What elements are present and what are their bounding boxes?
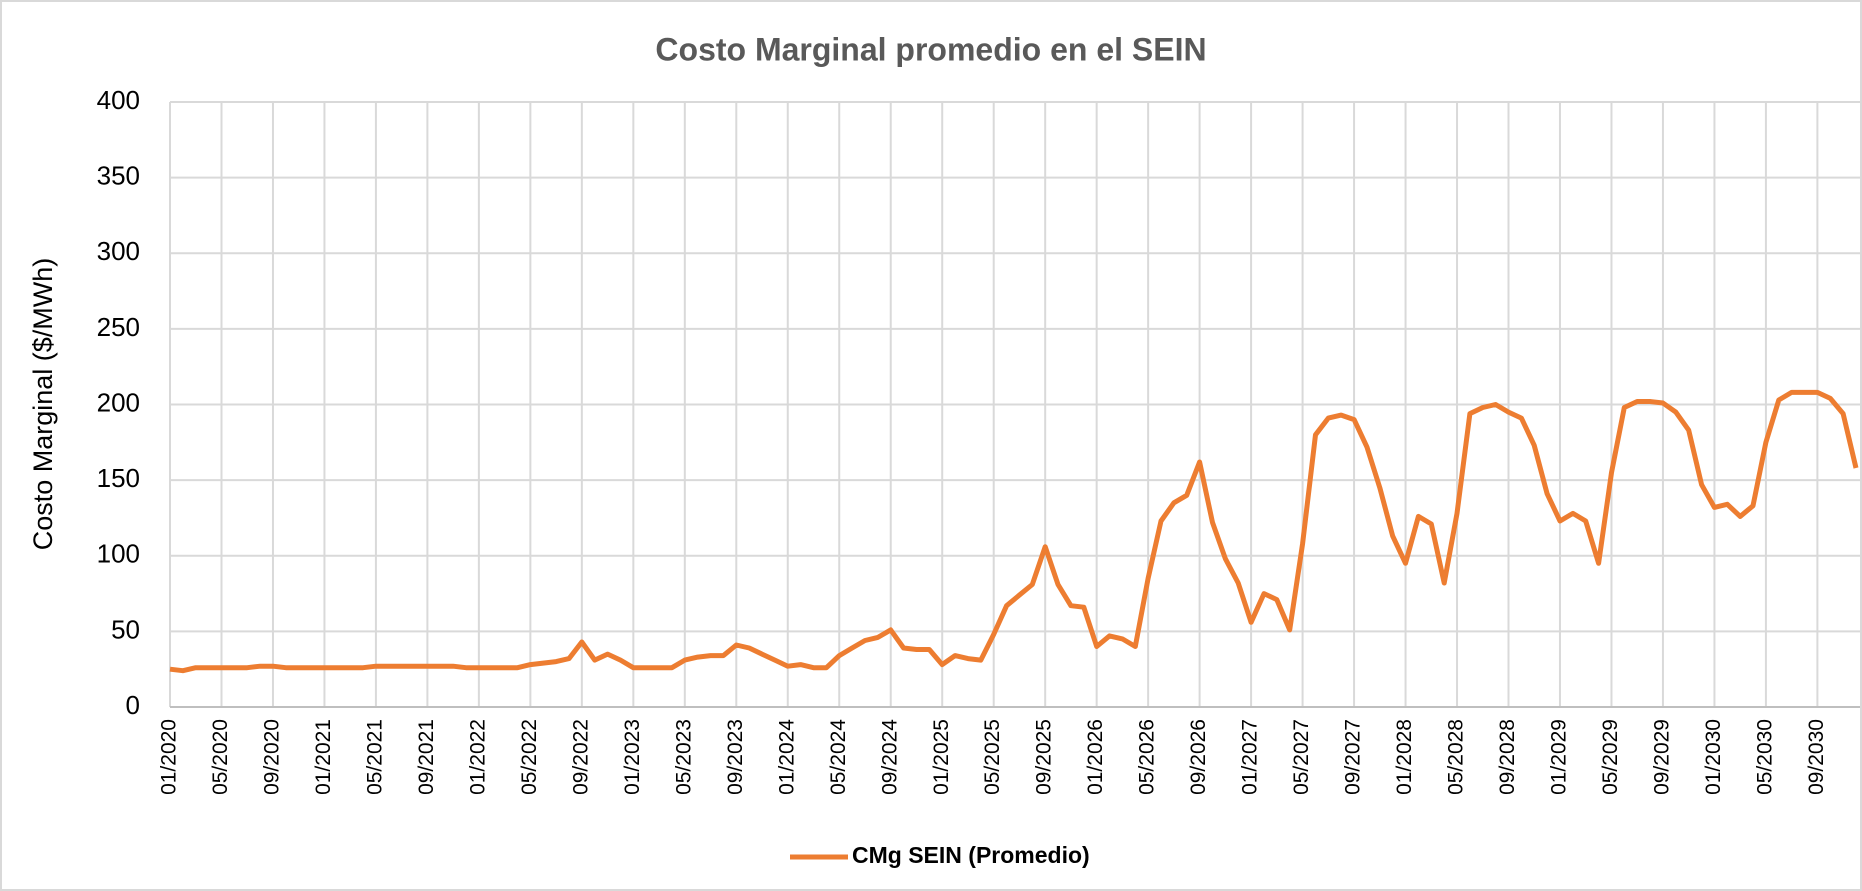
legend-label: CMg SEIN (Promedio) xyxy=(852,842,1090,868)
x-tick-label: 09/2027 xyxy=(1342,719,1365,795)
y-tick-label: 250 xyxy=(97,312,140,342)
y-tick-label: 100 xyxy=(97,539,140,569)
x-tick-label: 01/2027 xyxy=(1239,719,1262,795)
x-tick-label: 09/2025 xyxy=(1033,719,1056,795)
y-tick-label: 300 xyxy=(97,236,140,266)
x-tick-label: 09/2030 xyxy=(1805,719,1828,795)
x-tick-label: 01/2030 xyxy=(1702,719,1725,795)
y-tick-label: 200 xyxy=(97,387,140,417)
x-tick-label: 01/2026 xyxy=(1084,719,1107,795)
x-tick-label: 01/2025 xyxy=(930,719,953,795)
x-tick-label: 05/2021 xyxy=(363,719,386,795)
x-tick-label: 09/2024 xyxy=(878,719,901,795)
x-tick-label: 09/2028 xyxy=(1496,719,1519,795)
chart-title: Costo Marginal promedio en el SEIN xyxy=(655,31,1206,67)
x-tick-label: 05/2025 xyxy=(981,719,1004,795)
x-tick-label: 05/2030 xyxy=(1753,719,1776,795)
y-tick-label: 350 xyxy=(97,161,140,191)
x-tick-label: 01/2029 xyxy=(1548,719,1571,795)
y-tick-label: 400 xyxy=(97,85,140,115)
x-tick-label: 05/2024 xyxy=(827,719,850,795)
y-tick-label: 50 xyxy=(111,614,140,644)
y-axis-title: Costo Marginal ($/MWh) xyxy=(28,258,58,551)
line-series xyxy=(169,389,1859,674)
y-tick-label: 150 xyxy=(97,463,140,493)
x-tick-label: 09/2029 xyxy=(1650,719,1673,795)
x-tick-label: 05/2028 xyxy=(1445,719,1468,795)
x-tick-label: 09/2021 xyxy=(415,719,438,795)
y-tick-label: 0 xyxy=(126,690,140,720)
x-tick-label: 01/2023 xyxy=(621,719,644,795)
x-tick-label: 09/2023 xyxy=(724,719,747,795)
x-tick-label: 09/2022 xyxy=(569,719,592,795)
x-tick-label: 09/2026 xyxy=(1187,719,1210,795)
x-tick-label: 01/2024 xyxy=(775,719,798,795)
x-tick-label: 05/2020 xyxy=(209,719,232,795)
x-tick-label: 01/2021 xyxy=(312,719,335,795)
x-tick-label: 05/2026 xyxy=(1136,719,1159,795)
x-tick-label: 01/2020 xyxy=(158,719,181,795)
x-tick-label: 05/2029 xyxy=(1599,719,1622,795)
x-tick-label: 09/2020 xyxy=(261,719,284,795)
x-tick-label: 05/2022 xyxy=(518,719,541,795)
x-tick-label: 01/2028 xyxy=(1393,719,1416,795)
x-tick-label: 05/2027 xyxy=(1290,719,1313,795)
x-tick-label: 05/2023 xyxy=(672,719,695,795)
x-tick-label: 01/2022 xyxy=(466,719,489,795)
